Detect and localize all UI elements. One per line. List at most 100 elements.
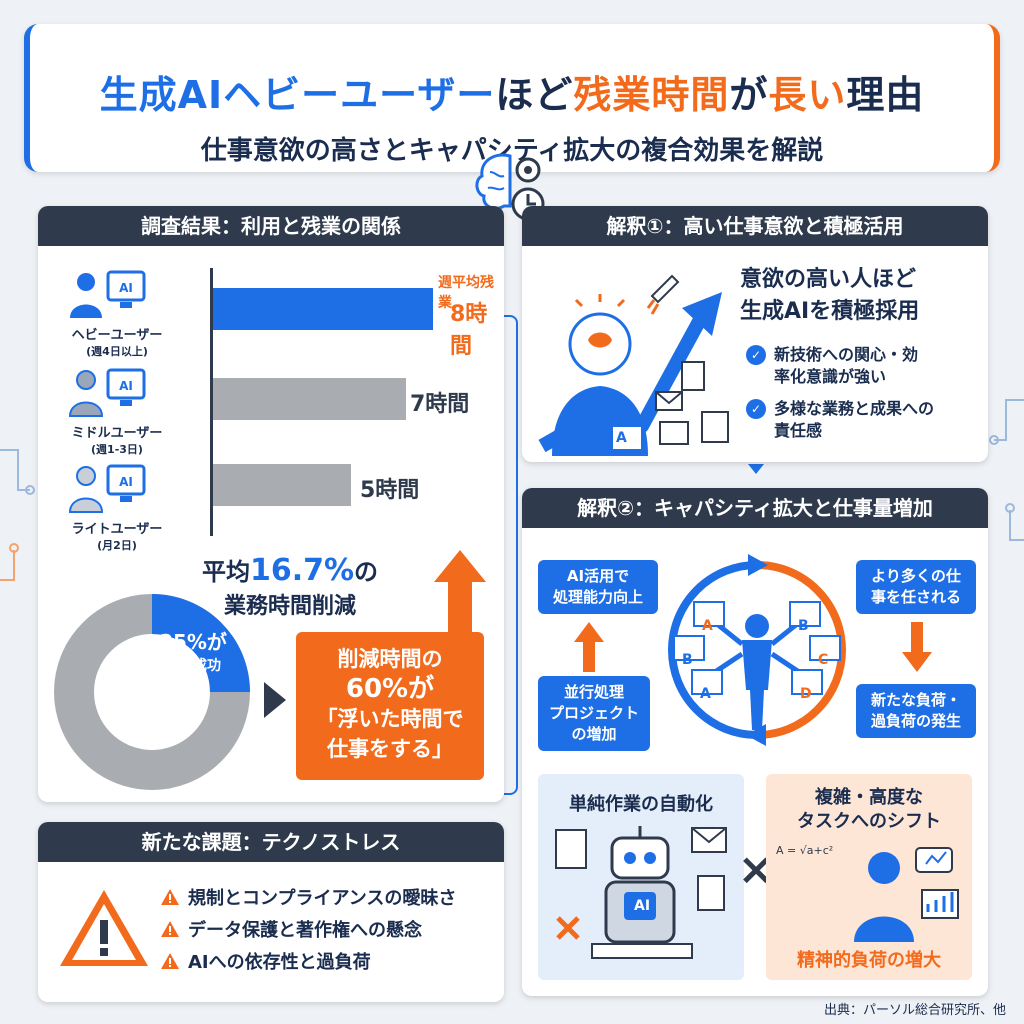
title-part-ga: が [729,73,769,117]
bullet-item: ✓ 新技術への関心・効 率化意識が強い [746,344,982,388]
warning-small-icon [161,953,179,969]
doc-letter-a: A [616,430,627,446]
tag-capacity-up: AI活用で 処理能力向上 [538,560,658,614]
avg-prefix: 平均 [201,558,250,586]
robot-ai-badge: AI [634,898,651,914]
issue-text-dependency: AIへの依存性と過負荷 [188,952,371,973]
page-title: 生成AIヘビーユーザーほど残業時間が長い理由 [30,64,994,119]
capacity-cycle-icon [668,554,846,746]
bar-light-value: 5時間 [360,478,420,503]
light-user-freq: (月2日) [97,539,137,552]
check-icon: ✓ [746,399,766,419]
automation-title: 単純作業の自動化 [569,794,713,815]
heavy-user-label: ヘビーユーザー (週4日以上) [42,324,192,359]
title-part-heavy-users: 生成AIヘビーユーザー [99,73,496,117]
middle-user-freq: (週1-3日) [91,443,143,456]
light-user-label: ライトユーザー (月2日) [42,518,192,553]
complex-title: 複雑・高度な タスクへのシフト [766,786,972,834]
freed-line2: 60%が [345,674,435,704]
page-subtitle: 仕事意欲の高さとキャパシティ拡大の複合効果を解説 [200,136,824,166]
complex-task-box: 複雑・高度な タスクへのシフト A = √a+c² 精神的負荷の増大 [766,774,972,980]
heavy-icon-ai-label: AI [119,281,133,295]
bullet-text: 多様な業務と成果への 責任感 [774,398,934,442]
source-note: 出典：パーソル総合研究所、他 [823,1003,1006,1018]
avg-value: 16.7% [249,553,355,588]
interpretation1-panel: 解釈①：高い仕事意欲と積極活用 A 意欲の高い人ほど 生成AIを積極採用 ✓ 新… [522,206,988,462]
doc-letter: A [700,686,711,702]
interpretation1-main: 意欲の高い人ほど 生成AIを積極採用 [740,264,980,328]
issue-item: AIへの依存性と過負荷 [160,948,490,974]
average-reduction: 平均16.7%の 業務時間削減 [160,552,420,620]
tag-parallel-line3: の増加 [571,725,617,743]
survey-heading: 調査結果：利用と残業の関係 [38,206,504,246]
light-user-icon: AI [68,464,146,513]
down-arrow-icon [748,464,764,474]
up-arrow-icon [434,550,486,638]
bar-middle [213,378,406,420]
bar-light [213,464,351,506]
chart-axis [210,268,213,536]
issues-panel: 新たな課題：テクノストレス 規制とコンプライアンスの曖昧さ データ保護と著作権へ… [38,822,504,1002]
check-icon: ✓ [746,345,766,365]
bullet1-line1: 新技術への関心・効 [774,345,919,364]
heavy-user-freq: (週4日以上) [86,345,148,358]
tag-more-work-line1: より多くの仕 [871,567,961,585]
interpretation1-main-line1: 意欲の高い人ほど [740,267,917,292]
middle-icon-ai-label: AI [119,379,133,393]
bar-middle-value: 7時間 [410,392,470,417]
tag-parallel-projects: 並行処理 プロジェクト の増加 [538,676,650,751]
issue-text-regulation: 規制とコンプライアンスの曖昧さ [188,888,457,909]
bar-unit-label: 週平均残業 [438,275,494,311]
middle-user-icon: AI [68,368,146,417]
automation-box: 単純作業の自動化 AI [538,774,744,980]
heavy-user-name: ヘビーユーザー [71,328,163,343]
thinking-person-icon [854,847,959,942]
circuit-decoration-left [0,449,35,581]
tag-capacity-up-line1: AI活用で [566,567,630,585]
title-part-hodo: ほど [495,73,574,117]
doc-letter: A [702,618,713,634]
issue-item: データ保護と著作権への懸念 [160,916,490,942]
connector-line [504,315,518,795]
motivated-person-graph-icon [538,274,729,456]
doc-letter: B [798,618,809,634]
circuit-decoration-right [989,399,1024,541]
bullet2-line1: 多様な業務と成果への [774,399,935,418]
freed-line1: 削減時間の [337,647,443,671]
complex-title-line2: タスクへのシフト [797,811,941,832]
freed-time-box: 削減時間の 60%が 「浮いた時間で 仕事をする」 [296,632,484,780]
down-arrow-orange-icon [902,622,932,672]
arrow-right-icon [264,682,286,718]
tag-more-work-line2: 事を任される [870,588,961,606]
donut-chart [54,594,250,790]
warning-small-icon [161,889,179,905]
tag-new-burden: 新たな負荷・ 過負荷の発生 [856,684,976,738]
bullet-text: 新技術への関心・効 率化意識が強い [774,344,918,388]
title-part-long: 長い [768,73,847,117]
freed-line3: 「浮いた時間で [316,707,464,731]
light-icon-ai-label: AI [119,475,133,489]
formula-text: A = √a+c² [776,844,834,857]
interpretation1-body: A 意欲の高い人ほど 生成AIを積極採用 ✓ 新技術への関心・効 率化意識が強い … [522,246,988,462]
bar-chart: AI ヘビーユーザー (週4日以上) 週平均残業 8時間 AI ミドルユーザー … [38,246,504,556]
title-part-reason: 理由 [846,73,925,117]
avg-line2: 業務時間削減 [223,594,356,619]
issue-item: 規制とコンプライアンスの曖昧さ [160,884,490,910]
title-part-overtime: 残業時間 [573,73,730,117]
avg-suffix: の [354,558,379,586]
interpretation2-heading: 解釈②：キャパシティ拡大と仕事量増加 [522,488,988,528]
middle-user-name: ミドルユーザー [71,426,163,441]
light-user-name: ライトユーザー [71,522,163,537]
warning-small-icon [161,921,179,937]
complex-footer: 精神的負荷の増大 [797,950,941,971]
doc-letter: D [800,686,812,702]
doc-letter: B [682,652,693,668]
tag-new-burden-line1: 新たな負荷・ [870,691,961,709]
bullet2-line2: 責任感 [774,421,823,440]
tag-new-burden-line2: 過負荷の発生 [870,712,961,730]
interpretation1-heading: 解釈①：高い仕事意欲と積極活用 [522,206,988,246]
donut-text: 短縮成功 [165,658,221,674]
interpretation2-panel: 解釈②：キャパシティ拡大と仕事量増加 A B B C A D AI活用で 処理能… [522,488,988,996]
issues-heading: 新たな課題：テクノストレス [38,822,504,862]
donut-pct: 25%が [159,630,227,654]
